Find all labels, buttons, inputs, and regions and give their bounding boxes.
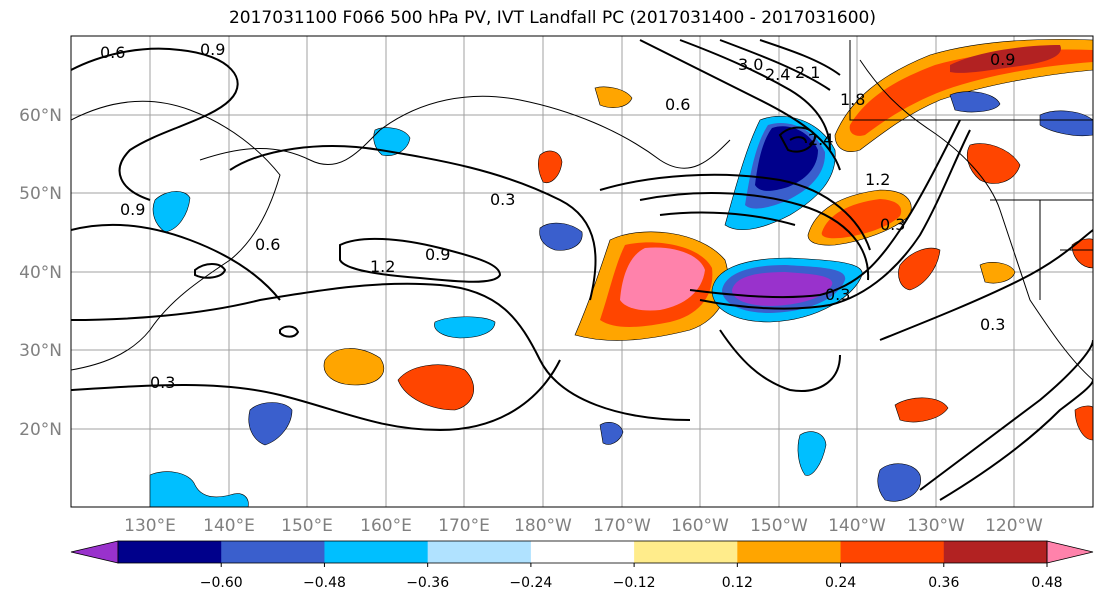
colorbar-segment — [840, 541, 945, 563]
gridlines — [71, 36, 1093, 507]
contour-label: 0.3 — [980, 315, 1005, 334]
negative-anomaly-small-2 — [539, 222, 583, 251]
contour-label: 0.3 — [880, 215, 905, 234]
negative-anomaly-small-7 — [373, 127, 411, 156]
colorbar-tick-label: 0.12 — [722, 575, 753, 591]
longitude-label: 130°W — [907, 516, 965, 536]
longitude-label: 140°W — [828, 516, 886, 536]
positive-anomaly-small-5 — [967, 143, 1021, 184]
positive-anomaly-small-8 — [979, 262, 1016, 284]
negative-anomaly-small-8 — [152, 191, 191, 233]
latitude-label: 60°N — [19, 106, 62, 126]
colorbar-tick-label: 0.36 — [928, 575, 959, 591]
latitude-label: 50°N — [19, 184, 62, 204]
colorbar-tick-label: 0.24 — [825, 575, 856, 591]
contour-labels: 0.6 0.9 0.3 0.6 1.2 0.9 0.9 0.3 0.3 0.6 … — [100, 40, 1015, 392]
contour-label: 0.6 — [255, 235, 280, 254]
longitude-label: 140°E — [203, 516, 255, 536]
longitude-label: 130°E — [124, 516, 176, 536]
positive-anomaly-central-peak — [620, 247, 705, 311]
negative-anomaly-small-4 — [877, 463, 921, 502]
map-frame — [70, 35, 1094, 508]
contour-label: 0.9 — [120, 200, 145, 219]
colorbar-segment — [943, 541, 1048, 563]
contour-label: 2.4 — [808, 130, 833, 149]
colorbar-outline — [117, 540, 1048, 564]
longitude-label: 170°W — [593, 516, 651, 536]
longitude-labels: 130°E 140°E 150°E 160°E 170°E 180°W 170°W 160°W… — [124, 516, 1043, 536]
positive-anomaly-small-2 — [397, 364, 474, 411]
colorbar-tick-label: −0.24 — [509, 575, 552, 591]
longitude-label: 160°E — [360, 516, 412, 536]
contour-label: 3.0 — [738, 55, 763, 74]
colorbar-tick-label: −0.12 — [613, 575, 656, 591]
colorbar-tick-label: −0.36 — [406, 575, 449, 591]
contour-label: 0.3 — [825, 285, 850, 304]
colorbar-extend-high — [1046, 540, 1094, 564]
negative-anomaly-north-peak — [755, 126, 818, 191]
longitude-label: 150°W — [750, 516, 808, 536]
positive-anomaly-small-6 — [594, 86, 633, 108]
latitude-label: 40°N — [19, 263, 62, 283]
negative-anomaly-south-peak — [732, 272, 833, 306]
colorbar-segment — [427, 541, 532, 563]
contour-label: 0.3 — [490, 190, 515, 209]
latitude-label: 30°N — [19, 341, 62, 361]
negative-anomaly-small-6 — [1039, 110, 1093, 137]
colorbar — [70, 540, 1094, 564]
contour-label: 1.2 — [370, 257, 395, 276]
negative-anomaly-small-9 — [149, 471, 249, 507]
contour-label: 0.6 — [100, 43, 125, 62]
plot-title: 2017031100 F066 500 hPa PV, IVT Landfall… — [228, 8, 876, 28]
contour-label: 0.3 — [150, 373, 175, 392]
longitude-label: 150°E — [281, 516, 333, 536]
longitude-label: 120°W — [985, 516, 1043, 536]
longitude-label: 160°W — [671, 516, 729, 536]
negative-anomaly-small-5 — [949, 91, 1001, 113]
colorbar-segment — [737, 541, 842, 563]
pv-contours — [71, 39, 1093, 501]
negative-anomaly-small-10 — [797, 431, 827, 476]
contour-label: 0.9 — [200, 40, 225, 59]
negative-anomaly-small-1 — [248, 402, 293, 446]
contour-label: 0.6 — [665, 95, 690, 114]
contour-label: 0.9 — [990, 50, 1015, 69]
latitude-labels: 60°N 50°N 40°N 30°N 20°N — [19, 106, 62, 440]
colorbar-segment — [221, 541, 325, 563]
contour-label: 1.8 — [840, 90, 865, 109]
colorbar-segment — [634, 541, 738, 563]
longitude-label: 180°W — [514, 516, 572, 536]
contour-label: 2.1 — [795, 63, 820, 82]
colorbar-segment — [118, 541, 222, 563]
coastlines — [71, 40, 1093, 381]
negative-anomaly-small-3 — [434, 316, 496, 339]
colorbar-tick-label: −0.48 — [303, 575, 346, 591]
colorbar-tick-label: −0.60 — [200, 575, 243, 591]
positive-anomaly-northeast-peak — [950, 45, 1061, 73]
positive-anomaly-small-4 — [894, 397, 949, 423]
latitude-label: 20°N — [19, 420, 62, 440]
positive-anomaly-east-core — [821, 199, 902, 239]
contour-label: 1.2 — [865, 170, 890, 189]
positive-anomaly-small-10 — [1074, 405, 1093, 441]
positive-anomaly-small-1 — [323, 348, 385, 386]
negative-anomaly-small-11 — [599, 422, 624, 445]
colorbar-tick-label: 0.48 — [1031, 575, 1062, 591]
positive-anomaly-small-3 — [898, 247, 941, 291]
colorbar-segment — [530, 541, 635, 563]
longitude-label: 170°E — [438, 516, 490, 536]
colorbar-extend-low — [70, 540, 119, 564]
contour-label: 2.4 — [765, 65, 790, 84]
colorbar-segment — [324, 541, 429, 563]
colorbar-tick-labels: −0.60 −0.48 −0.36 −0.24 −0.12 0.12 0.24 0.36 0.4… — [200, 563, 1063, 591]
positive-anomaly-small-7 — [538, 150, 563, 183]
contour-label: 0.9 — [425, 245, 450, 264]
